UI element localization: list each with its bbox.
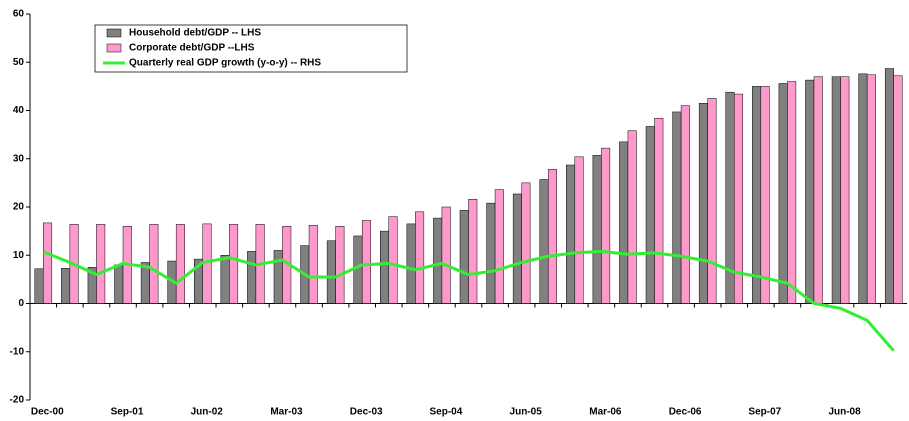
bar — [840, 76, 850, 304]
bar — [34, 268, 44, 304]
line — [42, 249, 895, 352]
bar — [308, 225, 318, 304]
bar — [805, 79, 815, 304]
bar — [512, 193, 522, 304]
legend-label: Household debt/GDP -- LHS — [129, 28, 261, 39]
bar — [778, 83, 788, 304]
bar — [654, 117, 664, 304]
bar — [539, 179, 549, 304]
y-tick-label: -10 — [10, 346, 25, 357]
bar — [96, 224, 106, 304]
bar — [415, 211, 425, 304]
bar — [433, 217, 443, 304]
bar — [468, 199, 478, 304]
bar — [592, 155, 602, 304]
y-tick-label: 40 — [13, 105, 25, 116]
bar — [884, 68, 894, 304]
bar — [229, 224, 239, 304]
y-tick-label: 0 — [18, 298, 24, 309]
bar — [486, 202, 496, 304]
y-tick-label: 50 — [13, 57, 25, 68]
bar — [273, 250, 283, 304]
bar — [175, 224, 185, 304]
x-tick-label: Jun-05 — [510, 407, 543, 418]
x-tick-label: Dec-06 — [669, 407, 702, 418]
bar — [645, 126, 655, 304]
legend-label: Corporate debt/GDP --LHS — [129, 43, 255, 54]
bar — [459, 210, 469, 304]
bar — [406, 223, 416, 304]
bar — [574, 156, 584, 304]
bar — [388, 216, 398, 304]
legend-box — [94, 24, 408, 73]
bar — [494, 189, 504, 304]
bar — [521, 182, 531, 304]
bar — [680, 105, 690, 304]
bar — [441, 206, 451, 304]
bar — [114, 264, 124, 304]
bar — [380, 230, 390, 304]
y-tick-label: 10 — [13, 250, 25, 261]
x-tick-label: Sep-07 — [748, 407, 781, 418]
bar — [858, 73, 868, 304]
x-tick-label: Jun-08 — [828, 407, 861, 418]
bar — [220, 255, 230, 304]
bar — [43, 222, 53, 304]
x-tick-label: Dec-00 — [31, 407, 64, 418]
bar — [619, 141, 629, 304]
bar — [831, 76, 841, 304]
x-tick-label: Mar-06 — [589, 407, 622, 418]
bar — [760, 86, 770, 304]
bar — [361, 220, 371, 304]
bar — [734, 93, 744, 304]
bar — [627, 130, 637, 304]
legend-swatch — [106, 43, 122, 53]
y-tick-label: 30 — [13, 153, 25, 164]
legend-label: Quarterly real GDP growth (y-o-y) -- RHS — [129, 58, 321, 69]
bar — [547, 169, 557, 304]
x-tick-label: Dec-03 — [350, 407, 383, 418]
y-tick-label: 20 — [13, 202, 25, 213]
bar — [672, 111, 682, 304]
x-tick-label: Sep-04 — [430, 407, 463, 418]
bar — [61, 268, 71, 304]
bar — [813, 76, 823, 304]
bar — [326, 240, 336, 304]
x-tick-label: Jun-02 — [191, 407, 224, 418]
legend-swatch — [106, 28, 122, 38]
bar — [707, 98, 717, 304]
bar — [787, 81, 797, 304]
bar — [335, 226, 345, 304]
bar — [698, 103, 708, 304]
y-tick-label: -20 — [10, 395, 25, 406]
bar — [566, 164, 576, 304]
bar — [752, 86, 762, 304]
x-tick-label: Mar-03 — [270, 407, 303, 418]
bar — [893, 75, 903, 304]
bar — [601, 147, 611, 304]
y-tick-label: 60 — [13, 9, 25, 20]
bar — [247, 251, 257, 304]
bar — [866, 74, 876, 304]
x-tick-label: Sep-01 — [111, 407, 144, 418]
bar — [149, 224, 159, 304]
